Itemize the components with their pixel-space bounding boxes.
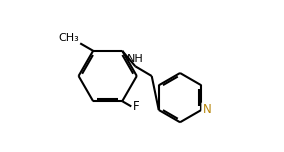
Text: CH₃: CH₃ <box>59 33 80 43</box>
Text: F: F <box>132 100 139 113</box>
Text: N: N <box>202 104 211 116</box>
Text: NH: NH <box>127 54 144 64</box>
